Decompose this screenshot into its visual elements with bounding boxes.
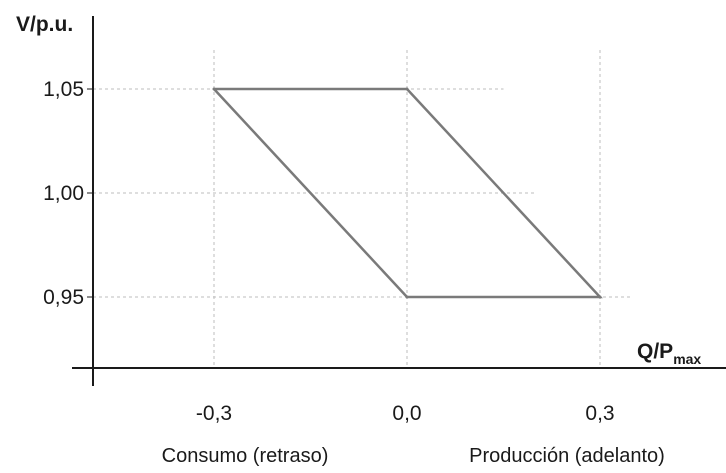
data-point <box>212 87 216 91</box>
data-point <box>405 295 409 299</box>
labels: V/p.u. Q/Pmax Consumo (retraso) Producci… <box>16 13 701 467</box>
x-tick-label: -0,3 <box>196 402 232 425</box>
data-point <box>405 87 409 91</box>
y-tick-label: 0,95 <box>43 286 84 309</box>
x-axis-title-main: Q/P <box>637 340 673 363</box>
data-point <box>598 295 602 299</box>
x-tick-label: 0,3 <box>585 402 614 425</box>
series <box>212 87 603 299</box>
y-tick-label: 1,00 <box>43 182 84 205</box>
x-axis-title-subscript: max <box>673 351 701 367</box>
grid-lines <box>87 50 633 368</box>
y-tick-label: 1,05 <box>43 78 84 101</box>
region-label-production: Producción (adelanto) <box>469 445 665 467</box>
x-axis-title: Q/Pmax <box>637 340 701 367</box>
y-axis-title: V/p.u. <box>16 13 73 36</box>
axes <box>72 16 726 386</box>
region-label-consumption: Consumo (retraso) <box>162 445 329 467</box>
x-tick-label: 0,0 <box>392 402 421 425</box>
